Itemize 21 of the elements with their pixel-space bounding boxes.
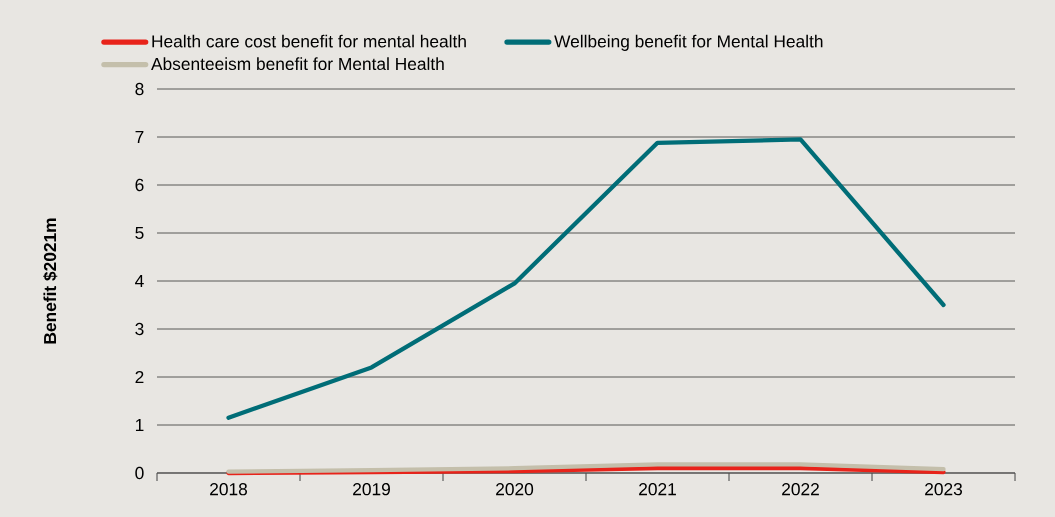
line-series: [226, 462, 946, 474]
y-tick-label: 0: [135, 466, 144, 480]
x-tick-label: 2021: [639, 483, 676, 496]
y-tick-label: 8: [135, 82, 144, 96]
x-tick-label: 2023: [925, 483, 963, 496]
legend-label: Health care cost benefit for mental health: [152, 34, 466, 48]
x-tick-label: 2019: [353, 483, 390, 496]
line-series: [226, 137, 946, 420]
y-tick-label: 2: [135, 370, 144, 384]
y-tick-label: 6: [135, 178, 144, 192]
y-tick-label: 4: [135, 275, 144, 287]
x-tick-label: 2020: [496, 483, 534, 496]
y-tick-label: 3: [135, 322, 144, 336]
y-tick-label: 1: [135, 419, 144, 431]
x-tick-label: 2022: [782, 483, 819, 496]
y-tick-label: 5: [135, 226, 144, 240]
x-tick-label: 2018: [210, 483, 248, 496]
y-axis-title: Benefit $2021m: [43, 218, 58, 344]
y-tick-label: 7: [135, 131, 144, 143]
legend-label: Wellbeing benefit for Mental Health: [554, 34, 823, 51]
legend-label: Absenteeism benefit for Mental Health: [151, 57, 444, 71]
